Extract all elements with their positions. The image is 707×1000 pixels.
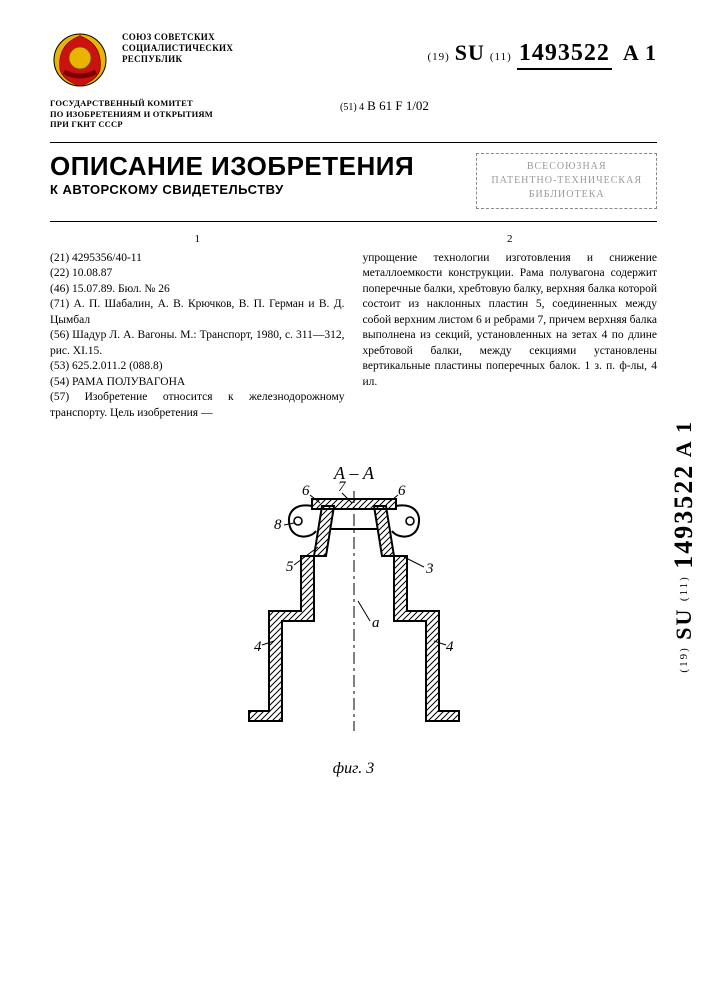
spine-mid: (11) [678, 575, 690, 601]
svg-text:3: 3 [425, 561, 434, 577]
svg-text:6: 6 [398, 483, 406, 499]
subheader-row: ГОСУДАРСТВЕННЫЙ КОМИТЕТ ПО ИЗОБРЕТЕНИЯМ … [50, 98, 657, 130]
ipc-classification: (51) 4 B 61 F 1/02 [270, 98, 657, 114]
spine-cc: SU [671, 608, 696, 640]
field-56: (56) Шадур Л. А. Вагоны. М.: Транспорт, … [50, 328, 345, 359]
field-57: (57) Изобретение относится к железнодоро… [50, 390, 345, 421]
title-main: ОПИСАНИЕ ИЗОБРЕТЕНИЯ [50, 153, 414, 180]
col2-number: 2 [363, 232, 658, 247]
title-block: ОПИСАНИЕ ИЗОБРЕТЕНИЯ К АВТОРСКОМУ СВИДЕТ… [50, 153, 657, 209]
committee-name: ГОСУДАРСТВЕННЫЙ КОМИТЕТ ПО ИЗОБРЕТЕНИЯМ … [50, 98, 270, 130]
svg-text:4: 4 [254, 639, 262, 655]
ipc-code: B 61 F 1/02 [367, 98, 429, 113]
figure-3-svg: А – А 7 [194, 451, 514, 751]
field-54: (54) РАМА ПОЛУВАГОНА [50, 375, 345, 391]
column-1: 1 (21) 4295356/40-11 (22) 10.08.87 (46) … [50, 232, 345, 422]
library-stamp: ВСЕСОЮЗНАЯ ПАТЕНТНО-ТЕХНИЧЕСКАЯ БИБЛИОТЕ… [476, 153, 657, 209]
spine-prefix: (19) [678, 646, 690, 672]
id-mid: (11) [490, 51, 512, 63]
field-46: (46) 15.07.89. Бюл. № 26 [50, 282, 345, 298]
title-sub: К АВТОРСКОМУ СВИДЕТЕЛЬСТВУ [50, 182, 414, 197]
svg-text:6: 6 [302, 483, 310, 499]
figure-caption: фиг. 3 [50, 760, 657, 778]
title-text: ОПИСАНИЕ ИЗОБРЕТЕНИЯ К АВТОРСКОМУ СВИДЕТ… [50, 153, 414, 197]
field-71: (71) А. П. Шабалин, А. В. Крючков, В. П.… [50, 297, 345, 328]
svg-text:4: 4 [446, 639, 454, 655]
col1-number: 1 [50, 232, 345, 247]
country-name: СОЮЗ СОВЕТСКИХ СОЦИАЛИСТИЧЕСКИХ РЕСПУБЛИ… [122, 32, 233, 64]
field-53: (53) 625.2.011.2 (088.8) [50, 359, 345, 375]
svg-text:8: 8 [274, 517, 282, 533]
abstract-continuation: упрощение технологии изготовления и сниж… [363, 251, 658, 391]
bibliographic-columns: 1 (21) 4295356/40-11 (22) 10.08.87 (46) … [50, 232, 657, 422]
kind-code: A 1 [623, 40, 657, 65]
spine-number: 1493522 [669, 464, 698, 569]
spine-code: (19) SU (11) 1493522 A 1 [669, 420, 699, 673]
column-2: 2 упрощение технологии изготовления и сн… [363, 232, 658, 422]
spine-kind: A 1 [671, 420, 696, 457]
svg-text:a: a [372, 615, 380, 631]
ussr-emblem-icon [50, 30, 110, 90]
publication-number: 1493522 [517, 40, 612, 70]
field-21: (21) 4295356/40-11 [50, 251, 345, 267]
figure-area: А – А 7 [50, 451, 657, 778]
field-22: (22) 10.08.87 [50, 266, 345, 282]
patent-page: СОЮЗ СОВЕТСКИХ СОЦИАЛИСТИЧЕСКИХ РЕСПУБЛИ… [0, 0, 707, 1000]
id-prefix: (19) [427, 51, 449, 63]
document-id: (19) SU (11) 1493522 A 1 [245, 40, 657, 67]
id-cc: SU [455, 40, 485, 65]
svg-text:5: 5 [286, 559, 294, 575]
separator-line-2 [50, 221, 657, 222]
ipc-prefix: (51) 4 [340, 102, 364, 113]
separator-line [50, 142, 657, 143]
header-row: СОЮЗ СОВЕТСКИХ СОЦИАЛИСТИЧЕСКИХ РЕСПУБЛИ… [50, 30, 657, 90]
